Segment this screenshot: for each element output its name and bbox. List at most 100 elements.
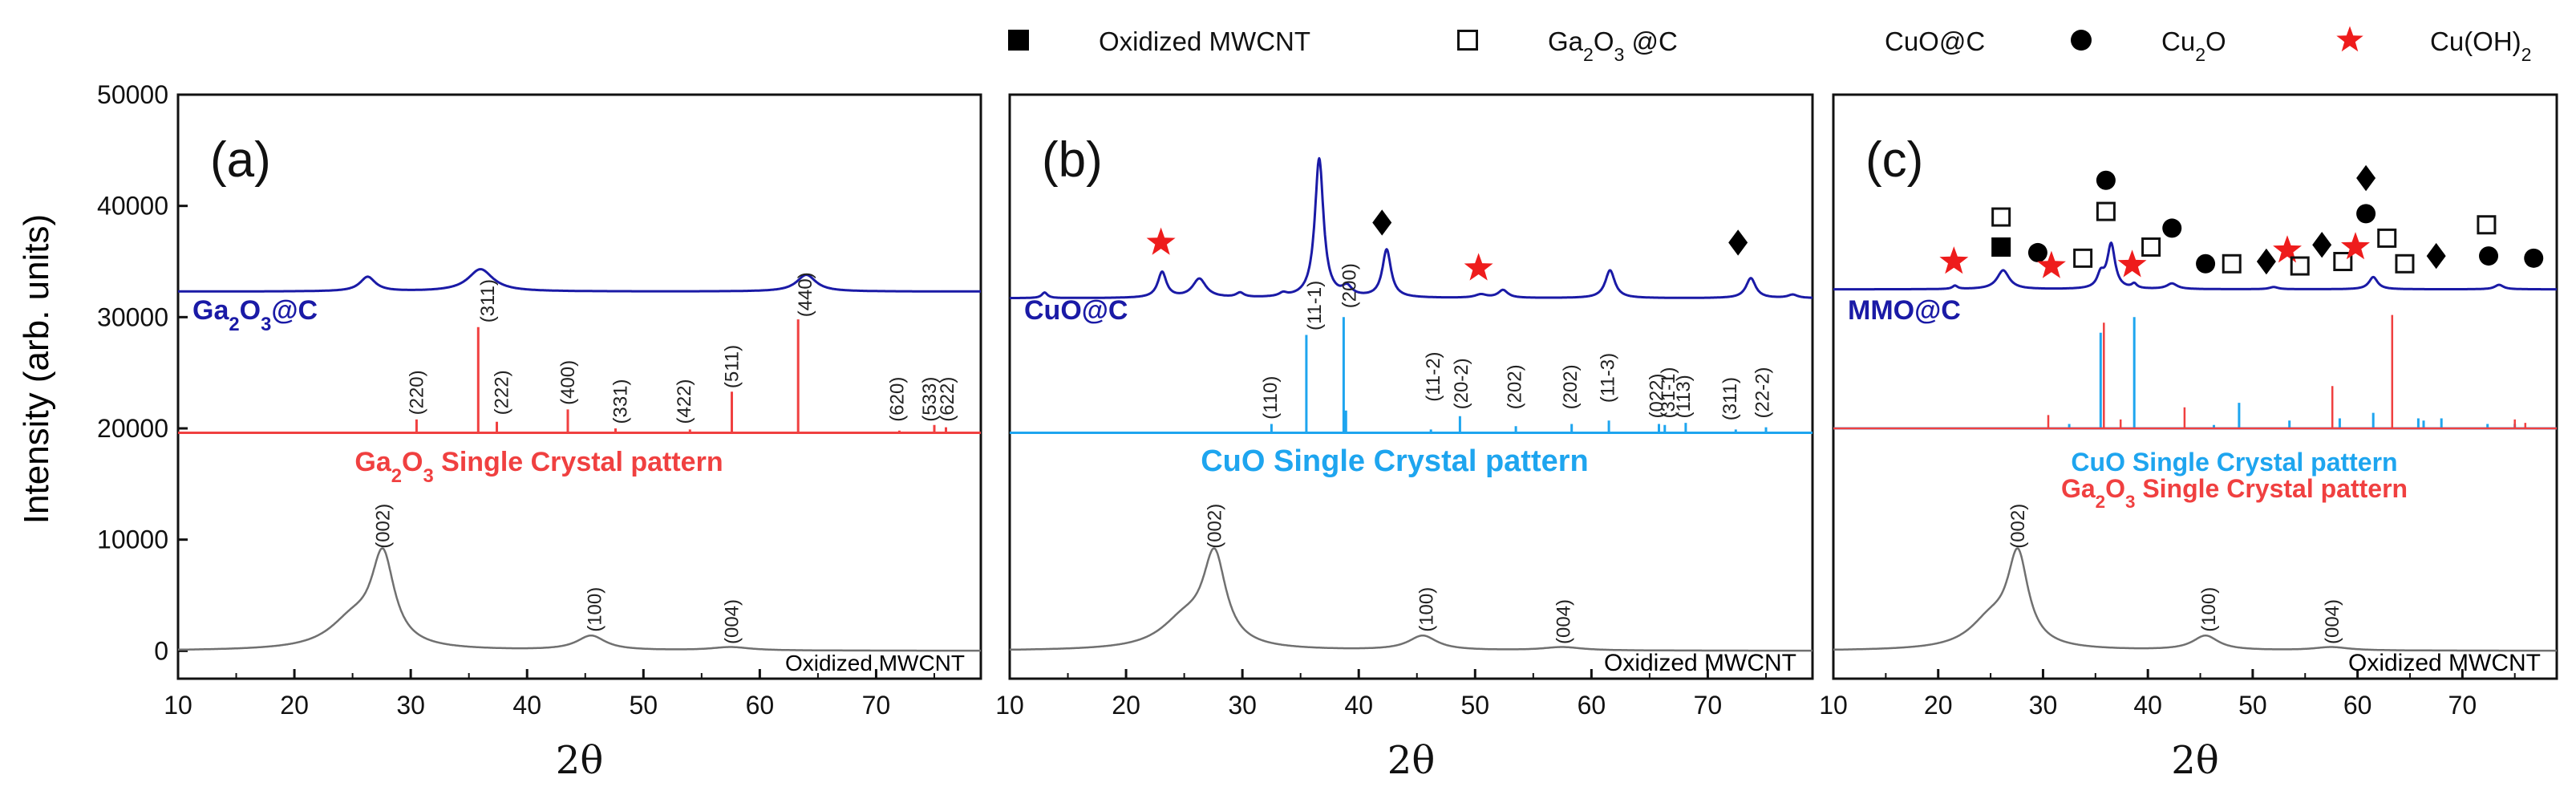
peak-label: (002) — [1204, 504, 1225, 549]
peak-label: (20-2) — [1451, 358, 1472, 409]
legend-item: Cu2O — [2071, 26, 2226, 65]
series-line — [177, 268, 982, 293]
open-square-marker — [1991, 207, 2011, 227]
peak-label: (222) — [491, 370, 512, 415]
series-line — [1833, 314, 2557, 430]
peak-label: (022) — [1646, 373, 1668, 418]
circle-marker — [2027, 242, 2047, 262]
star-marker — [2341, 232, 2370, 260]
peak-label: (220) — [406, 370, 427, 415]
x-tick-label: 70 — [2448, 691, 2477, 720]
plot-frame — [1008, 93, 1814, 680]
series-line — [1833, 547, 2558, 652]
open-square-icon — [1457, 30, 1478, 51]
x-tick-label: 20 — [280, 691, 309, 720]
legend-item: CuO@C — [1885, 26, 1985, 56]
star-marker — [2036, 250, 2066, 278]
panel-label: (a) — [210, 132, 271, 188]
peak-label: (311) — [477, 279, 499, 322]
x-tick-label: 40 — [1344, 691, 1373, 720]
open-square-marker — [2290, 256, 2310, 276]
x-tick-label: 30 — [2029, 691, 2058, 720]
peak-label: (511) — [722, 345, 743, 388]
x-tick-label: 50 — [1460, 691, 1489, 720]
x-tick-label: 20 — [1112, 691, 1140, 720]
panels: 10 20 30 40 50 60 70 0 10000 20000 30000 40000 50000… — [97, 80, 2558, 783]
peak-label: (110) — [1260, 376, 1282, 420]
x-tick-label: 60 — [2343, 691, 2372, 720]
x-tick-label: 60 — [746, 691, 775, 720]
peak-label: (422) — [674, 379, 695, 424]
y-tick-label: 10000 — [97, 525, 168, 554]
open-square-marker — [2377, 228, 2397, 248]
plot-frame — [1832, 93, 2558, 680]
legend-item: Oxidized MWCNT — [1008, 26, 1310, 56]
peak-label: (202) — [1505, 364, 1526, 409]
legend-label: Oxidized MWCNT — [1099, 26, 1310, 56]
peak-label: (004) — [722, 599, 743, 644]
series-label: CuO@C — [1024, 295, 1128, 326]
x-tick-label: 50 — [629, 691, 658, 720]
x-tick-label: 50 — [2238, 691, 2267, 720]
panel-3: 10 20 30 40 50 60 70 2θ (c) MMO@C CuO Single Cryst… — [1819, 93, 2558, 783]
open-square-marker — [2333, 252, 2353, 271]
peak-label: (100) — [584, 587, 606, 632]
peak-label: (31-1) — [1658, 367, 1679, 418]
series-line — [177, 547, 982, 652]
series-label: Oxidized MWCNT — [1604, 650, 1796, 676]
series-label: CuO Single Crystal pattern — [2071, 448, 2397, 477]
x-axis-label: 2θ — [2171, 738, 2218, 783]
series-label: Oxidized MWCNT — [2348, 650, 2541, 676]
x-tick-label: 60 — [1578, 691, 1606, 720]
peak-label: (440) — [795, 272, 816, 317]
series-label: Ga2O3 Single Crystal pattern — [354, 447, 723, 487]
series-line — [1009, 547, 1813, 652]
peak-label: (11-1) — [1304, 281, 1326, 331]
peak-label: (004) — [1553, 599, 1575, 644]
legend-item: Cu(OH)2 — [2336, 26, 2532, 65]
y-axis-label: Intensity (arb. units) — [17, 214, 56, 524]
circle-marker — [2524, 248, 2544, 268]
legend-item: Ga2O3 @C — [1457, 26, 1678, 65]
peak-label: (533) — [919, 377, 941, 422]
legend: Oxidized MWCNT Ga2O3 @C CuO@C Cu2O Cu(OH)2 — [1008, 26, 2532, 65]
plot-frame — [176, 93, 982, 680]
peak-label: (311) — [1719, 377, 1741, 420]
x-tick-label: 70 — [1694, 691, 1723, 720]
diamond-marker — [1372, 209, 1392, 236]
open-square-marker — [2477, 215, 2497, 235]
peak-label: (002) — [372, 504, 394, 549]
open-square-marker — [2222, 253, 2242, 274]
peak-label: (400) — [557, 360, 579, 405]
diamond-marker — [2356, 164, 2376, 192]
x-tick-label: 30 — [396, 691, 425, 720]
y-tick-label: 20000 — [97, 414, 168, 443]
filled-square-icon — [1008, 30, 1029, 51]
star-marker — [2117, 249, 2147, 278]
diamond-marker — [2312, 232, 2332, 258]
panel-2: 10 20 30 40 50 60 70 2θ (b) CuO@C CuO Single Cryst… — [995, 93, 1814, 783]
peak-label: (620) — [887, 377, 909, 422]
circle-marker — [2096, 170, 2116, 190]
star-marker — [1939, 246, 1969, 274]
open-square-marker — [2096, 201, 2116, 221]
series-line — [1833, 317, 2557, 430]
peak-label: (331) — [610, 379, 631, 424]
peak-label: (11-3) — [1598, 353, 1619, 403]
open-square-marker — [2073, 248, 2093, 268]
star-marker — [2273, 235, 2302, 263]
star-icon — [2336, 26, 2363, 52]
x-axis-label: 2θ — [556, 738, 603, 783]
legend-label: Cu(OH)2 — [2430, 26, 2532, 65]
panel-label: (b) — [1042, 132, 1103, 188]
x-tick-label: 30 — [1228, 691, 1257, 720]
x-tick-label: 10 — [995, 691, 1024, 720]
circle-marker — [2479, 246, 2499, 266]
diamond-marker — [1728, 229, 1748, 256]
y-tick-label: 30000 — [97, 302, 168, 331]
series-line — [1009, 156, 1813, 299]
filled-square-marker — [1991, 237, 2011, 257]
circle-icon — [2071, 30, 2092, 51]
y-tick-label: 50000 — [97, 80, 168, 109]
